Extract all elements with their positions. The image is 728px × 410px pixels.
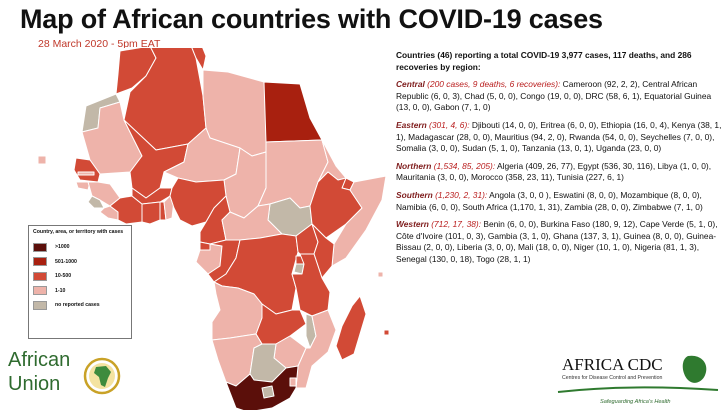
panel-intro: Countries (46) reporting a total COVID-1… bbox=[396, 50, 692, 72]
region-summary: (200 cases, 9 deaths, 6 recoveries): bbox=[424, 79, 561, 90]
legend-label: 10-500 bbox=[55, 273, 72, 280]
gambia bbox=[77, 171, 95, 176]
cdc-logo-full-name: Centres for Disease Control and Preventi… bbox=[562, 375, 662, 381]
legend-swatch bbox=[33, 271, 47, 281]
africa-silhouette-icon bbox=[94, 366, 111, 387]
tunisia bbox=[191, 48, 207, 71]
region-eastern: Eastern (301, 4, 6): Djibouti (14, 0, 0)… bbox=[396, 120, 722, 155]
cape-verde bbox=[37, 155, 47, 165]
au-logo-word-1: African bbox=[8, 349, 70, 371]
legend-item: no reported cases bbox=[33, 298, 127, 313]
morocco bbox=[115, 48, 157, 95]
region-name: Central bbox=[396, 79, 425, 90]
au-emblem-ring bbox=[83, 357, 121, 395]
country-shapes bbox=[37, 48, 390, 410]
lesotho bbox=[261, 385, 275, 399]
region-name: Eastern bbox=[396, 119, 427, 130]
cases-by-region-panel: Countries (46) reporting a total COVID-1… bbox=[396, 50, 722, 266]
region-summary: (301, 4, 6): bbox=[426, 119, 470, 130]
legend-swatch bbox=[33, 242, 47, 252]
page-title: Map of African countries with COVID-19 c… bbox=[20, 4, 603, 34]
legend-label: 1-10 bbox=[55, 287, 66, 294]
cdc-swoosh-icon bbox=[557, 386, 719, 393]
legend-item: 1-10 bbox=[33, 284, 127, 299]
legend-swatch bbox=[33, 286, 47, 296]
region-name: Northern bbox=[396, 160, 432, 171]
region-countries: Algeria (409, 26, 77), Egypt (536, 30, 1… bbox=[396, 160, 712, 183]
region-countries: Benin (6, 0, 0), Burkina Faso (180, 9, 1… bbox=[396, 219, 718, 264]
cdc-logo-tagline: Safeguarding Africa's Health bbox=[600, 399, 671, 405]
region-name: Western bbox=[396, 219, 429, 230]
legend-label: no reported cases bbox=[55, 302, 100, 309]
madagascar bbox=[335, 295, 367, 361]
legend-item: >1000 bbox=[33, 240, 127, 255]
guinea-bissau bbox=[75, 181, 91, 191]
map-legend: Country, area, or territory with cases >… bbox=[28, 225, 132, 339]
region-name: Southern bbox=[396, 189, 433, 200]
seychelles bbox=[377, 271, 384, 278]
region-summary: (1,230, 2, 31): bbox=[432, 189, 488, 200]
legend-label: >1000 bbox=[55, 244, 70, 251]
egypt bbox=[263, 81, 323, 143]
region-northern: Northern (1,534, 85, 205): Algeria (409,… bbox=[396, 161, 722, 184]
au-logo-word-2: Union bbox=[8, 373, 60, 395]
region-countries: Cameroon (92, 2, 2), Central African Rep… bbox=[396, 79, 712, 113]
tanzania bbox=[291, 253, 331, 317]
region-countries: Djibouti (14, 0, 0), Eritrea (6, 0, 0), … bbox=[396, 119, 722, 154]
cdc-logo-name: AFRICA CDC bbox=[562, 355, 663, 374]
legend-item: 501-1000 bbox=[33, 255, 127, 270]
region-summary: (712, 17, 38): bbox=[428, 219, 482, 230]
african-union-logo: African Union bbox=[8, 349, 121, 395]
map-date: 28 March 2020 - 5pm EAT bbox=[38, 38, 161, 50]
region-western: Western (712, 17, 38): Benin (6, 0, 0), … bbox=[396, 219, 722, 265]
equatorial-guinea bbox=[199, 241, 211, 251]
legend-label: 501-1000 bbox=[55, 258, 77, 265]
region-countries: Angola (3, 0, 0 ), Eswatini (8, 0, 0), M… bbox=[396, 189, 703, 212]
legend-swatch bbox=[33, 257, 47, 267]
africa-cdc-logo: AFRICA CDC Centres for Disease Control a… bbox=[557, 355, 719, 405]
sierra-leone bbox=[87, 195, 105, 209]
legend-item: 10-500 bbox=[33, 269, 127, 284]
legend-swatch bbox=[33, 300, 47, 310]
cdc-emblem-icon bbox=[682, 355, 707, 383]
mozambique bbox=[295, 309, 337, 389]
ghana bbox=[141, 201, 161, 225]
region-southern: Southern (1,230, 2, 31): Angola (3, 0, 0… bbox=[396, 190, 722, 213]
region-summary: (1,534, 85, 205): bbox=[431, 160, 496, 171]
region-central: Central (200 cases, 9 deaths, 6 recoveri… bbox=[396, 79, 722, 114]
legend-title: Country, area, or territory with cases bbox=[33, 229, 124, 235]
mauritius bbox=[383, 329, 390, 336]
eswatini bbox=[289, 377, 297, 387]
